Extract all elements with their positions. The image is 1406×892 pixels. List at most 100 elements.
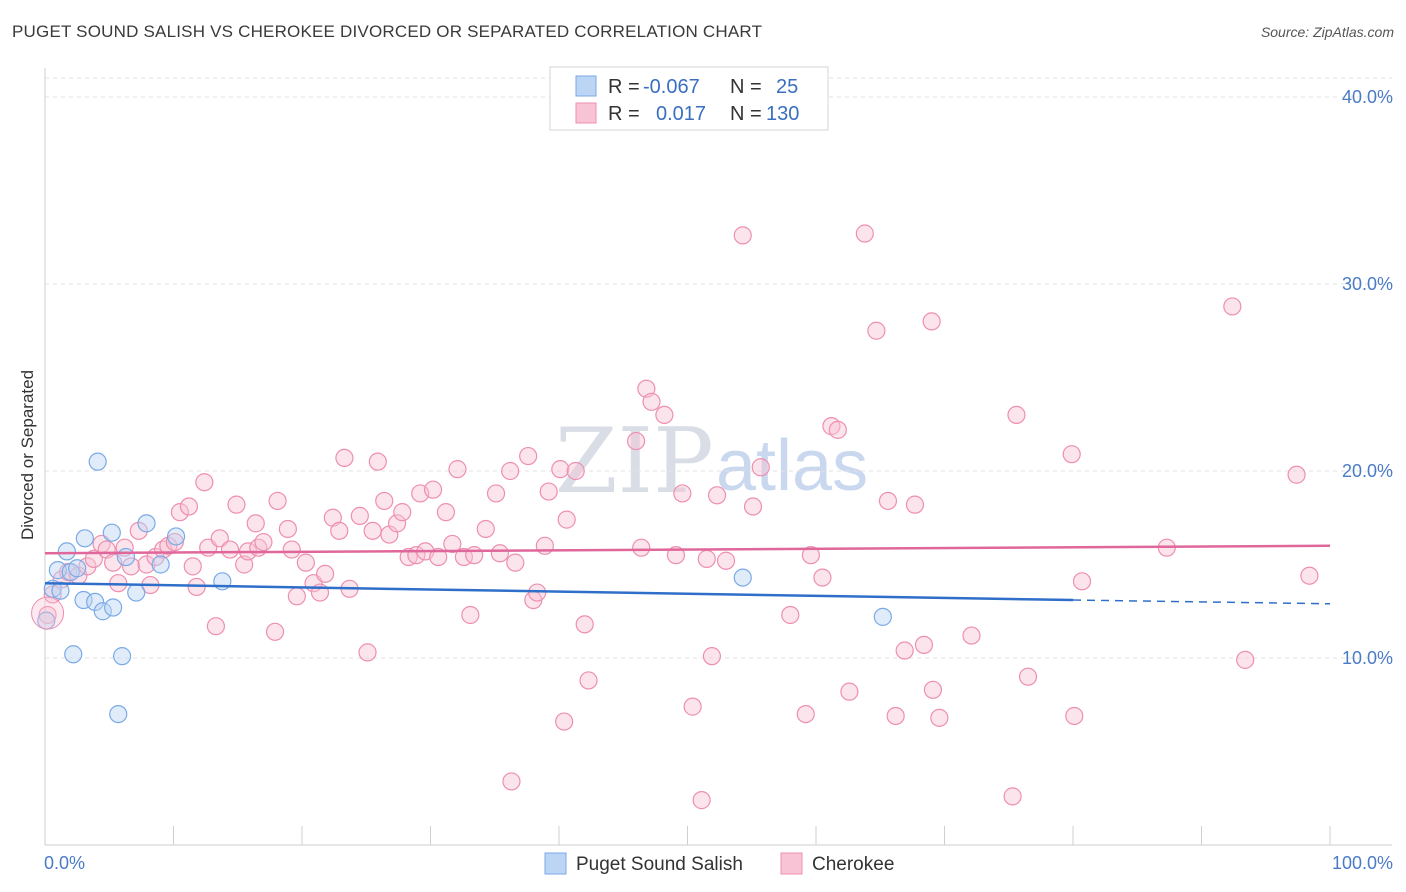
point-cherokee-35	[265, 622, 285, 641]
point-cherokee-22	[183, 557, 202, 576]
point-salish-7	[68, 559, 87, 578]
trend-line-salish-extrapolated	[1072, 599, 1331, 605]
point-cherokee-44	[323, 508, 342, 527]
point-cherokee-118	[962, 626, 981, 645]
point-cherokee-32	[246, 514, 265, 533]
series-legend: Puget Sound Salish Cherokee	[544, 852, 894, 875]
point-cherokee-24	[195, 473, 214, 492]
point-salish-13	[102, 523, 121, 542]
point-cherokee-89	[655, 405, 674, 424]
point-cherokee-86	[632, 538, 651, 557]
series-legend-label-cherokee: Cherokee	[812, 854, 894, 875]
point-cherokee-54	[387, 514, 407, 533]
point-cherokee-46	[335, 448, 354, 468]
point-cherokee-45	[330, 521, 349, 540]
point-cherokee-85	[626, 431, 646, 451]
point-cherokee-90	[666, 546, 686, 565]
point-cherokee-81	[555, 712, 574, 731]
x-tick-label-max: 100.0%	[1332, 853, 1393, 873]
watermark-zip: ZIP	[555, 409, 714, 514]
point-cherokee-66	[461, 605, 480, 625]
point-cherokee-108	[855, 224, 874, 243]
point-cherokee-128	[1287, 465, 1306, 484]
point-cherokee-36	[268, 491, 287, 511]
point-cherokee-95	[702, 647, 722, 666]
y-tick-label-40: 40.0%	[1342, 87, 1393, 107]
point-cherokee-70	[490, 544, 509, 563]
y-tick-label-30: 30.0%	[1342, 274, 1393, 294]
point-salish-15	[109, 704, 128, 724]
point-cherokee-72	[506, 553, 525, 572]
point-cherokee-12	[121, 557, 141, 576]
legend-r-label-salish: R =	[608, 76, 640, 98]
legend-swatch-cherokee	[575, 102, 597, 124]
legend-r-value-cherokee: 0.017	[656, 103, 706, 125]
point-cherokee-51	[368, 452, 387, 471]
point-cherokee-21	[179, 497, 199, 516]
data-points	[31, 224, 1319, 810]
point-cherokee-126	[1223, 297, 1242, 316]
point-salish-9	[75, 529, 94, 548]
point-cherokee-112	[895, 641, 914, 660]
y-tick-labels: 10.0% 20.0% 30.0% 40.0%	[1342, 87, 1393, 668]
point-cherokee-20	[170, 503, 190, 522]
source-credit: Source: ZipAtlas.com	[1260, 24, 1394, 40]
point-salish-23	[733, 568, 752, 587]
point-salish-8	[74, 590, 93, 610]
y-axis-label: Divorced or Separated	[18, 370, 37, 540]
point-cherokee-127	[1236, 650, 1255, 669]
point-cherokee-99	[743, 497, 763, 516]
point-cherokee-34	[254, 532, 273, 552]
point-cherokee-64	[448, 460, 467, 479]
point-cherokee-129	[1300, 566, 1319, 585]
point-salish-16	[112, 647, 132, 666]
point-salish-12	[93, 602, 112, 621]
point-cherokee-69	[486, 484, 506, 503]
point-cherokee-61	[429, 547, 448, 567]
point-salish-11	[88, 452, 107, 471]
point-cherokee-88	[642, 392, 661, 411]
point-cherokee-121	[1018, 667, 1038, 686]
legend-r-label-cherokee: R =	[608, 103, 640, 125]
point-cherokee-91	[673, 484, 692, 503]
point-cherokee-82	[566, 461, 585, 481]
legend-n-value-salish: 25	[776, 76, 798, 98]
chart-title: PUGET SOUND SALISH VS CHEROKEE DIVORCED …	[12, 22, 763, 41]
point-cherokee-28	[220, 540, 240, 559]
legend-n-value-cherokee: 130	[766, 103, 799, 125]
point-cherokee-49	[358, 643, 377, 662]
point-cherokee-0	[38, 605, 57, 625]
point-cherokee-26	[206, 617, 226, 636]
point-salish-4	[57, 542, 76, 561]
point-cherokee-79	[551, 460, 570, 479]
point-cherokee-117	[922, 312, 941, 331]
point-cherokee-52	[375, 491, 394, 511]
point-cherokee-122	[1065, 706, 1084, 726]
series-legend-swatch-salish	[544, 852, 567, 875]
legend-n-label-salish: N =	[730, 76, 762, 98]
point-cherokee-27	[210, 529, 229, 548]
correlation-legend: R = -0.067 N = 25 R = 0.017 N = 130	[549, 66, 829, 131]
point-cherokee-39	[287, 587, 306, 606]
point-cherokee-100	[751, 458, 770, 477]
point-cherokee-large	[31, 596, 65, 630]
point-cherokee-120	[1007, 405, 1026, 424]
point-cherokee-111	[886, 706, 905, 726]
point-cherokee-119	[1003, 787, 1022, 806]
point-cherokee-50	[363, 521, 382, 540]
point-cherokee-77	[535, 536, 554, 555]
trend-line-cherokee	[44, 544, 1331, 555]
point-cherokee-67	[465, 546, 484, 565]
point-cherokee-93	[692, 791, 711, 810]
point-cherokee-123	[1072, 572, 1092, 591]
point-cherokee-71	[501, 461, 520, 481]
point-cherokee-113	[905, 495, 925, 514]
point-cherokee-37	[278, 519, 297, 539]
trend-line-salish	[44, 581, 1074, 602]
watermark-atlas: atlas	[716, 426, 868, 506]
point-cherokee-97	[716, 551, 736, 570]
point-cherokee-74	[519, 446, 538, 466]
point-cherokee-80	[557, 510, 576, 529]
point-cherokee-43	[316, 564, 335, 583]
